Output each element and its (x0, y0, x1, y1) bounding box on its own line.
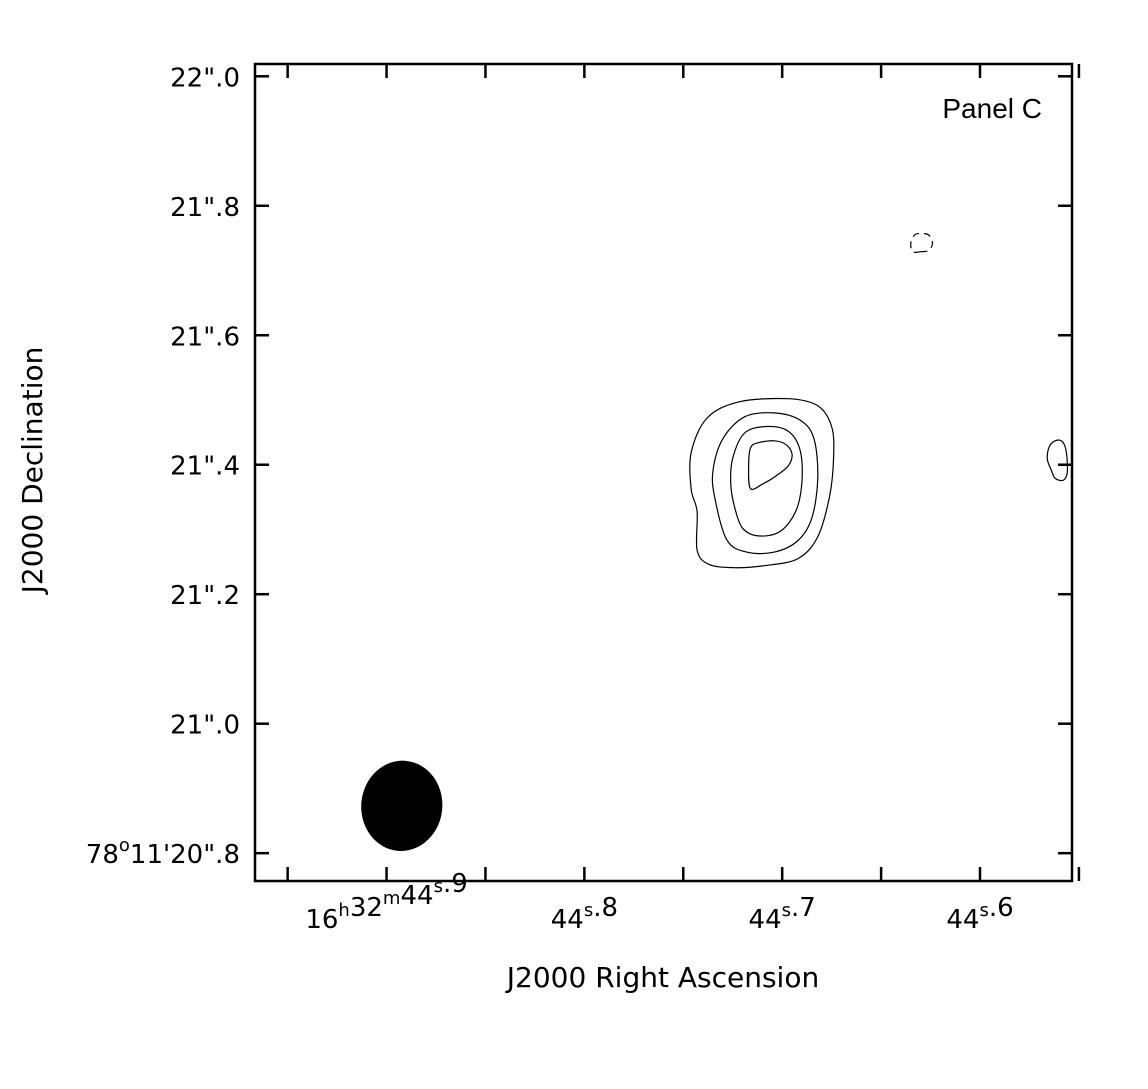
x-axis-title: J2000 Right Ascension (505, 961, 819, 994)
axis-ticks (255, 64, 1081, 881)
contour-line (730, 425, 803, 537)
contour-line (711, 412, 819, 555)
y-tick-labels: 78o11'20".8 21".0 21".2 21".4 21".6 21".8 22".… (86, 63, 240, 870)
contour-line (1046, 439, 1069, 482)
plot-frame (253, 62, 1074, 883)
contour-line (747, 440, 793, 491)
contour-line (910, 232, 934, 253)
y-tick-label: 21".0 (170, 711, 240, 741)
y-tick-label: 21".6 (170, 322, 240, 352)
panel-label: Panel C (942, 93, 1042, 124)
y-tick-label: 22".0 (170, 63, 240, 93)
x-tick-labels: 16h32m44s.9 44s.8 44s.7 44s.6 (305, 869, 1013, 935)
x-tick-label: 16h32m44s.9 (305, 869, 467, 935)
y-tick-label: 78o11'20".8 (86, 835, 240, 870)
y-tick-label: 21".2 (170, 581, 240, 611)
y-axis-title: J2000 Declination (16, 347, 49, 596)
contour-line (689, 397, 835, 569)
x-tick-label: 44s.7 (749, 893, 816, 935)
beam-ellipse (361, 760, 443, 851)
x-tick-label: 44s.6 (946, 893, 1013, 935)
x-tick-label: 44s.8 (551, 893, 618, 935)
contour-lines (689, 232, 1069, 569)
y-tick-label: 21".8 (170, 193, 240, 223)
y-tick-label: 21".4 (170, 452, 240, 482)
